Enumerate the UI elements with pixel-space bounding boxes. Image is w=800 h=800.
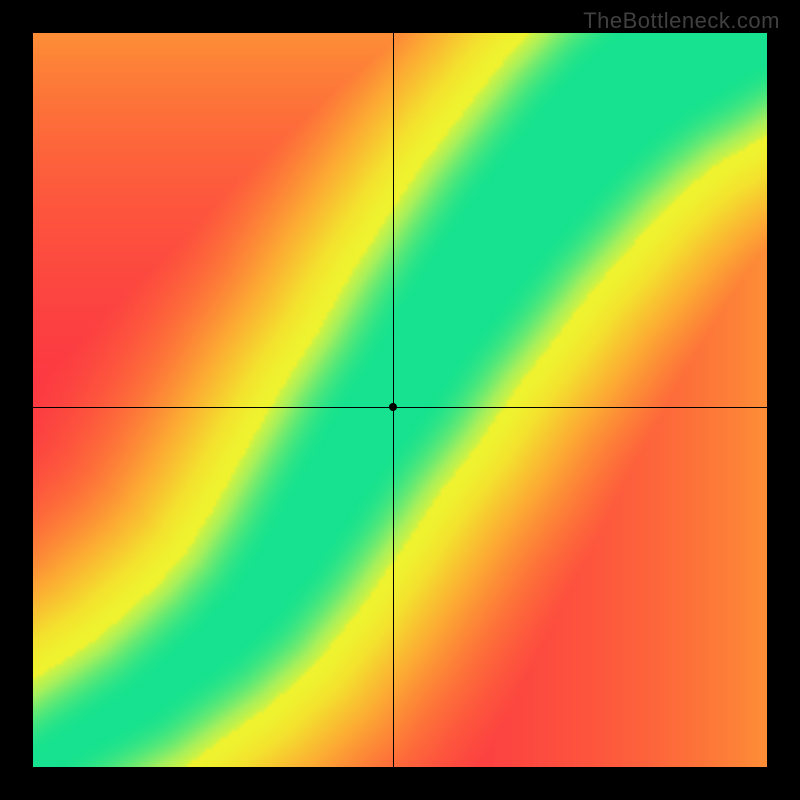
chart-frame: TheBottleneck.com [0,0,800,800]
heatmap-canvas [33,33,767,767]
crosshair-dot [389,403,397,411]
watermark-text: TheBottleneck.com [583,8,780,34]
crosshair-horizontal [33,407,767,408]
heatmap-plot-area [33,33,767,767]
crosshair-vertical [393,33,394,767]
